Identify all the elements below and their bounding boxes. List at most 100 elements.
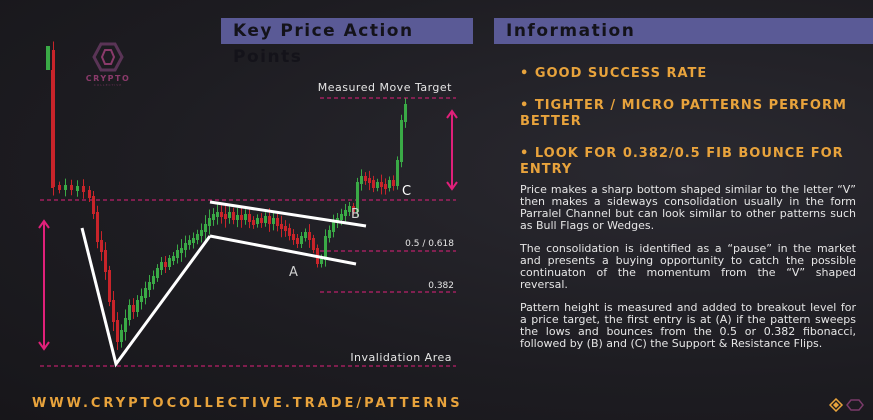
height-arrow bbox=[38, 219, 50, 351]
candle-body bbox=[252, 220, 255, 225]
hexagon-icon bbox=[846, 399, 864, 411]
candle-body bbox=[308, 232, 311, 240]
candle-body bbox=[244, 214, 247, 220]
candle-body bbox=[324, 236, 327, 260]
candle-body bbox=[344, 210, 347, 216]
candle-body bbox=[332, 220, 335, 232]
candle-body bbox=[216, 212, 219, 217]
candle-body bbox=[264, 216, 267, 223]
candle-body bbox=[300, 236, 303, 244]
fib-382-label: 0.382 bbox=[428, 281, 454, 291]
bullet-item: • TIGHTER / MICRO PATTERNS PERFORM BETTE… bbox=[520, 98, 847, 129]
description-paragraph: The consolidation is identified as a “pa… bbox=[520, 242, 856, 291]
candle-body bbox=[156, 268, 159, 278]
candle-body bbox=[152, 276, 155, 284]
candle-body bbox=[76, 186, 79, 191]
candle-body bbox=[140, 296, 143, 302]
candle-body bbox=[128, 305, 131, 320]
candlestick-series bbox=[46, 41, 407, 350]
candle-body bbox=[304, 232, 307, 238]
candle-body bbox=[388, 180, 391, 188]
candle-body bbox=[176, 250, 179, 258]
candle-body bbox=[276, 218, 279, 226]
candle-body bbox=[224, 214, 227, 219]
candle-body bbox=[192, 238, 195, 243]
candle-body bbox=[260, 218, 263, 223]
candle-body bbox=[288, 228, 291, 236]
target-label: Measured Move Target bbox=[318, 81, 452, 94]
bullet-item: • GOOD SUCCESS RATE bbox=[520, 66, 708, 81]
bullet-item: • LOOK FOR 0.382/0.5 FIB BOUNCE FOR ENTR… bbox=[520, 146, 844, 177]
candle-body bbox=[132, 305, 135, 312]
candle-body bbox=[188, 240, 191, 245]
candle-body bbox=[82, 186, 85, 192]
candle-body bbox=[96, 212, 99, 242]
candle-body bbox=[256, 218, 259, 224]
candle-body bbox=[204, 224, 207, 232]
candle-body bbox=[248, 214, 251, 222]
brand-icons bbox=[829, 398, 864, 412]
candle-body bbox=[292, 234, 295, 240]
candle-body bbox=[268, 216, 271, 224]
candle-body bbox=[108, 270, 111, 302]
price-chart: Measured Move Target Invalidation Area 0… bbox=[38, 41, 458, 368]
candle-body bbox=[148, 282, 151, 290]
point-a-label: A bbox=[289, 265, 298, 280]
description: Price makes a sharp bottom shaped simila… bbox=[520, 184, 856, 361]
candle-body bbox=[144, 288, 147, 298]
candle-body bbox=[46, 46, 50, 70]
crypto-collective-logo: CRYPTO COLLECTIVE bbox=[83, 42, 133, 87]
candle-body bbox=[352, 206, 355, 212]
candle-body bbox=[328, 230, 331, 238]
candle-body bbox=[368, 178, 371, 183]
description-paragraph: Price makes a sharp bottom shaped simila… bbox=[520, 183, 856, 232]
candle-body bbox=[88, 190, 91, 198]
candle-body bbox=[116, 320, 119, 342]
key-price-action-header: Key Price Action Points bbox=[221, 18, 473, 67]
point-c-label: C bbox=[402, 184, 411, 199]
candle-body bbox=[372, 180, 375, 188]
candle-body bbox=[104, 250, 107, 272]
candle-body bbox=[380, 182, 383, 187]
candle-body bbox=[228, 212, 231, 218]
candle-body bbox=[112, 300, 115, 322]
candle-body bbox=[208, 218, 211, 226]
candle-body bbox=[196, 234, 199, 240]
candle-body bbox=[70, 185, 73, 190]
candle-body bbox=[180, 248, 183, 253]
candle-body bbox=[384, 184, 387, 189]
candle-body bbox=[212, 214, 215, 220]
candle-body bbox=[172, 256, 175, 261]
candle-body bbox=[200, 230, 203, 236]
candle-body bbox=[136, 300, 139, 312]
candle-body bbox=[360, 176, 363, 184]
candle-body bbox=[168, 258, 171, 267]
candle-body bbox=[272, 218, 275, 224]
candle-body bbox=[64, 185, 67, 190]
channel-bottom-line bbox=[209, 234, 357, 266]
candle-body bbox=[51, 70, 54, 188]
description-paragraph: Pattern height is measured and added to … bbox=[520, 301, 856, 350]
candle-body bbox=[184, 243, 187, 250]
candle-body bbox=[284, 226, 287, 231]
website-link[interactable]: WWW.CRYPTOCOLLECTIVE.TRADE/PATTERNS bbox=[32, 396, 463, 411]
candle-body bbox=[364, 176, 367, 181]
candle-body bbox=[392, 180, 395, 186]
candle-body bbox=[160, 262, 163, 270]
v-pattern-line bbox=[80, 227, 212, 368]
candle-body bbox=[280, 224, 283, 229]
candle-body bbox=[356, 182, 359, 212]
target-arrow bbox=[446, 109, 458, 191]
candle-body bbox=[404, 104, 407, 122]
candle-body bbox=[220, 212, 223, 217]
channel-top-line bbox=[209, 200, 367, 228]
candle-body bbox=[240, 215, 243, 220]
candle-body bbox=[340, 214, 343, 220]
candle-body bbox=[376, 182, 379, 188]
logo-subtext: COLLECTIVE bbox=[93, 83, 123, 87]
candle-body bbox=[236, 215, 239, 220]
candle-body bbox=[396, 160, 399, 186]
candle-body bbox=[164, 262, 167, 267]
fib-618-label: 0.5 / 0.618 bbox=[405, 239, 454, 249]
